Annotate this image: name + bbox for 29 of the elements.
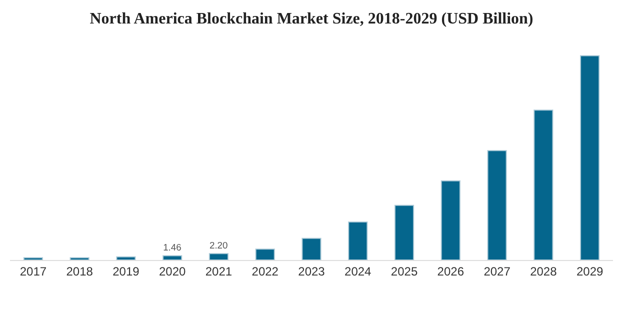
bar <box>487 150 507 260</box>
bar <box>70 257 90 260</box>
bar <box>208 253 229 260</box>
x-tick-label: 2024 <box>344 264 372 278</box>
x-tick-label: 2018 <box>66 264 94 278</box>
x-tick-label: 2017 <box>20 264 47 278</box>
x-tick-label: 2022 <box>252 264 279 278</box>
bar <box>440 180 460 260</box>
bar <box>255 248 275 260</box>
bar <box>23 257 43 260</box>
data-label: 2.20 <box>209 239 228 250</box>
x-tick-label: 2020 <box>159 264 186 278</box>
x-tick-label: 2027 <box>484 264 511 278</box>
x-tick-label: 2023 <box>298 264 326 278</box>
chart-title: North America Blockchain Market Size, 2018-2029 (USD Billion) <box>90 10 534 28</box>
x-tick-label: 2025 <box>390 264 418 278</box>
x-tick-label: 2021 <box>205 264 232 278</box>
bar <box>394 204 414 260</box>
bar <box>162 255 182 260</box>
x-tick-label: 2029 <box>576 264 604 278</box>
x-tick-label: 2019 <box>112 264 140 278</box>
x-tick-label: 2026 <box>437 264 464 278</box>
bar <box>116 256 136 260</box>
bar <box>348 222 368 260</box>
x-tick-label: 2028 <box>530 264 558 278</box>
bar <box>534 110 554 260</box>
data-label: 1.46 <box>163 241 182 252</box>
bar <box>302 238 322 260</box>
bar <box>580 55 600 260</box>
